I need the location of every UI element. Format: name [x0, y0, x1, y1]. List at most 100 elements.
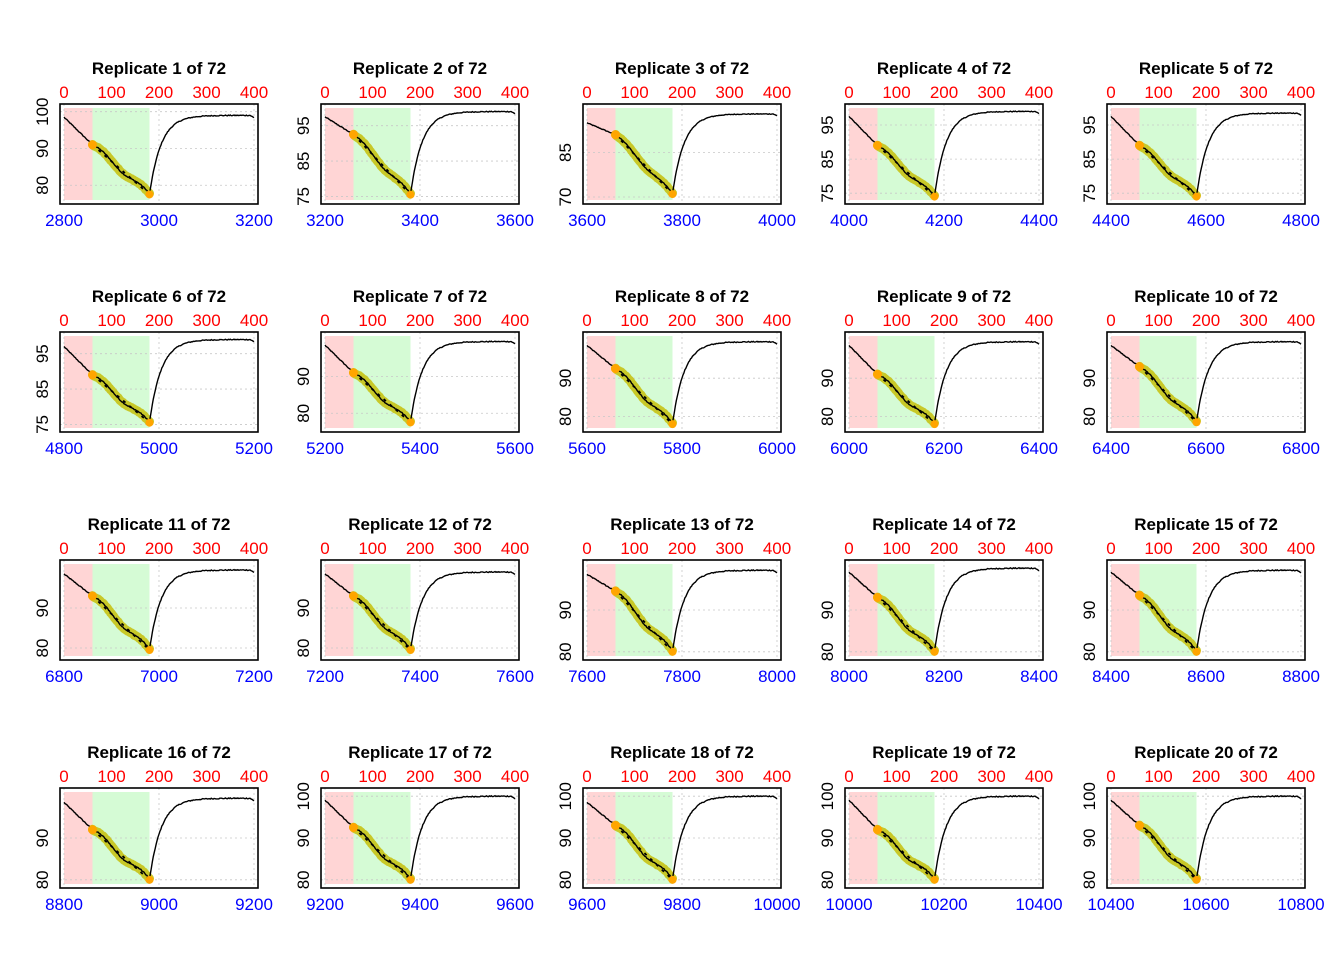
panel-title: Replicate 3 of 72 — [615, 59, 749, 78]
top-axis-tick-label: 300 — [715, 539, 743, 558]
fit-start-point — [1135, 140, 1144, 150]
y-axis-tick-label: 85 — [1080, 150, 1099, 169]
fit-line — [614, 134, 674, 195]
top-axis-tick-label: 100 — [882, 539, 910, 558]
top-axis-tick-label: 300 — [715, 83, 743, 102]
bottom-axis-tick-label: 5200 — [235, 439, 273, 458]
top-axis-tick-label: 0 — [844, 83, 853, 102]
fit-end-point — [930, 647, 939, 656]
top-axis-tick-label: 200 — [145, 539, 173, 558]
y-axis-tick-label: 95 — [1080, 116, 1099, 135]
fit-end-point — [668, 190, 677, 199]
bottom-axis-tick-label: 10600 — [1182, 895, 1229, 914]
replicate-panel-14: Replicate 14 of 72 0 100 200 300 400 8000 8200 8… — [818, 515, 1058, 686]
fit-end-point — [1192, 192, 1201, 201]
region-red — [849, 564, 878, 656]
fit-start-point — [349, 591, 358, 601]
top-axis-tick-label: 300 — [977, 83, 1005, 102]
bottom-axis-tick-label: 10800 — [1277, 895, 1324, 914]
top-axis-tick-label: 400 — [1025, 83, 1053, 102]
top-axis-tick-label: 100 — [620, 83, 648, 102]
top-axis-tick-label: 400 — [763, 83, 791, 102]
y-axis-tick-label: 80 — [818, 407, 837, 426]
top-axis-tick-label: 300 — [453, 83, 481, 102]
top-axis-tick-label: 0 — [582, 539, 591, 558]
bottom-axis-tick-label: 3600 — [496, 211, 534, 230]
top-axis-tick-label: 300 — [1239, 767, 1267, 786]
bottom-axis-tick-label: 7000 — [140, 667, 178, 686]
region-red — [849, 792, 878, 884]
fit-end-point — [930, 420, 939, 429]
panel-title: Replicate 11 of 72 — [88, 515, 231, 534]
y-axis-tick-label: 100 — [818, 782, 837, 810]
bottom-axis-tick-label: 6000 — [758, 439, 796, 458]
top-axis-tick-label: 100 — [882, 83, 910, 102]
top-axis-tick-label: 100 — [1144, 539, 1172, 558]
replicate-panel-12: Replicate 12 of 72 0 100 200 300 400 7200 7400 7… — [294, 515, 534, 686]
replicate-panel-18: Replicate 18 of 72 0 100 200 300 400 9600 9800 1… — [556, 743, 801, 914]
bottom-axis-tick-label: 7200 — [306, 667, 344, 686]
top-axis-tick-label: 100 — [97, 539, 125, 558]
fit-end-point — [1192, 875, 1201, 884]
bottom-axis-tick-label: 8400 — [1020, 667, 1058, 686]
fit-end-point — [406, 875, 415, 884]
top-axis-tick-label: 400 — [1025, 767, 1053, 786]
replicate-panel-4: Replicate 4 of 72 0 100 200 300 400 4000 4200 44… — [818, 59, 1058, 230]
top-axis-tick-label: 200 — [668, 539, 696, 558]
y-axis-tick-label: 90 — [33, 829, 52, 848]
replicate-panel-7: Replicate 7 of 72 0 100 200 300 400 5200 5400 56… — [294, 287, 534, 458]
region-red — [325, 792, 354, 884]
fit-start-point — [88, 140, 97, 150]
bottom-axis-tick-label: 10200 — [920, 895, 967, 914]
y-axis-tick-label: 80 — [818, 870, 837, 889]
fit-line — [614, 824, 674, 881]
top-axis-tick-label: 200 — [406, 83, 434, 102]
bottom-axis-tick-label: 7600 — [568, 667, 606, 686]
y-axis-tick-label: 80 — [33, 870, 52, 889]
y-axis-tick-label: 90 — [1080, 369, 1099, 388]
top-axis-tick-label: 300 — [192, 83, 220, 102]
region-red — [64, 108, 93, 200]
panel-title: Replicate 19 of 72 — [872, 743, 1016, 762]
bottom-axis-tick-label: 7600 — [496, 667, 534, 686]
top-axis-tick-label: 200 — [145, 311, 173, 330]
bottom-axis-tick-label: 6000 — [830, 439, 868, 458]
fit-start-point — [349, 823, 358, 833]
bottom-axis-tick-label: 3800 — [663, 211, 701, 230]
y-axis-tick-label: 90 — [33, 599, 52, 618]
fit-line — [876, 596, 936, 653]
top-axis-tick-label: 200 — [668, 767, 696, 786]
replicate-panel-19: Replicate 19 of 72 0 100 200 300 400 10000 1020… — [818, 743, 1063, 914]
y-axis-tick-label: 90 — [818, 369, 837, 388]
top-axis-tick-label: 200 — [1192, 539, 1220, 558]
top-axis-tick-label: 200 — [930, 311, 958, 330]
panel-title: Replicate 2 of 72 — [353, 59, 487, 78]
y-axis-tick-label: 90 — [294, 599, 313, 618]
bottom-axis-tick-label: 7200 — [235, 667, 273, 686]
top-axis-tick-label: 0 — [59, 311, 68, 330]
y-axis-tick-label: 80 — [33, 639, 52, 658]
fit-end-point — [1192, 647, 1201, 656]
y-axis-tick-label: 90 — [33, 139, 52, 158]
bottom-axis-tick-label: 6400 — [1020, 439, 1058, 458]
panel-title: Replicate 14 of 72 — [872, 515, 1016, 534]
top-axis-tick-label: 0 — [59, 539, 68, 558]
panel-title: Replicate 16 of 72 — [87, 743, 231, 762]
top-axis-tick-label: 200 — [930, 83, 958, 102]
top-axis-tick-label: 100 — [882, 767, 910, 786]
fit-start-point — [1135, 362, 1144, 372]
replicate-panel-6: Replicate 6 of 72 0 100 200 300 400 4800 5000 52… — [33, 287, 273, 458]
top-axis-tick-label: 400 — [763, 539, 791, 558]
panel-title: Replicate 8 of 72 — [615, 287, 749, 306]
top-axis-tick-label: 300 — [715, 311, 743, 330]
y-axis-tick-label: 85 — [33, 380, 52, 399]
y-axis-tick-label: 85 — [818, 150, 837, 169]
y-axis-tick-label: 90 — [818, 829, 837, 848]
bottom-axis-tick-label: 2800 — [45, 211, 83, 230]
replicate-panel-16: Replicate 16 of 72 0 100 200 300 400 8800 9000 9… — [33, 743, 273, 914]
fit-end-point — [668, 647, 677, 656]
fit-end-point — [145, 418, 154, 427]
bottom-axis-tick-label: 8400 — [1092, 667, 1130, 686]
region-red — [849, 108, 878, 200]
bottom-axis-tick-label: 10000 — [753, 895, 800, 914]
